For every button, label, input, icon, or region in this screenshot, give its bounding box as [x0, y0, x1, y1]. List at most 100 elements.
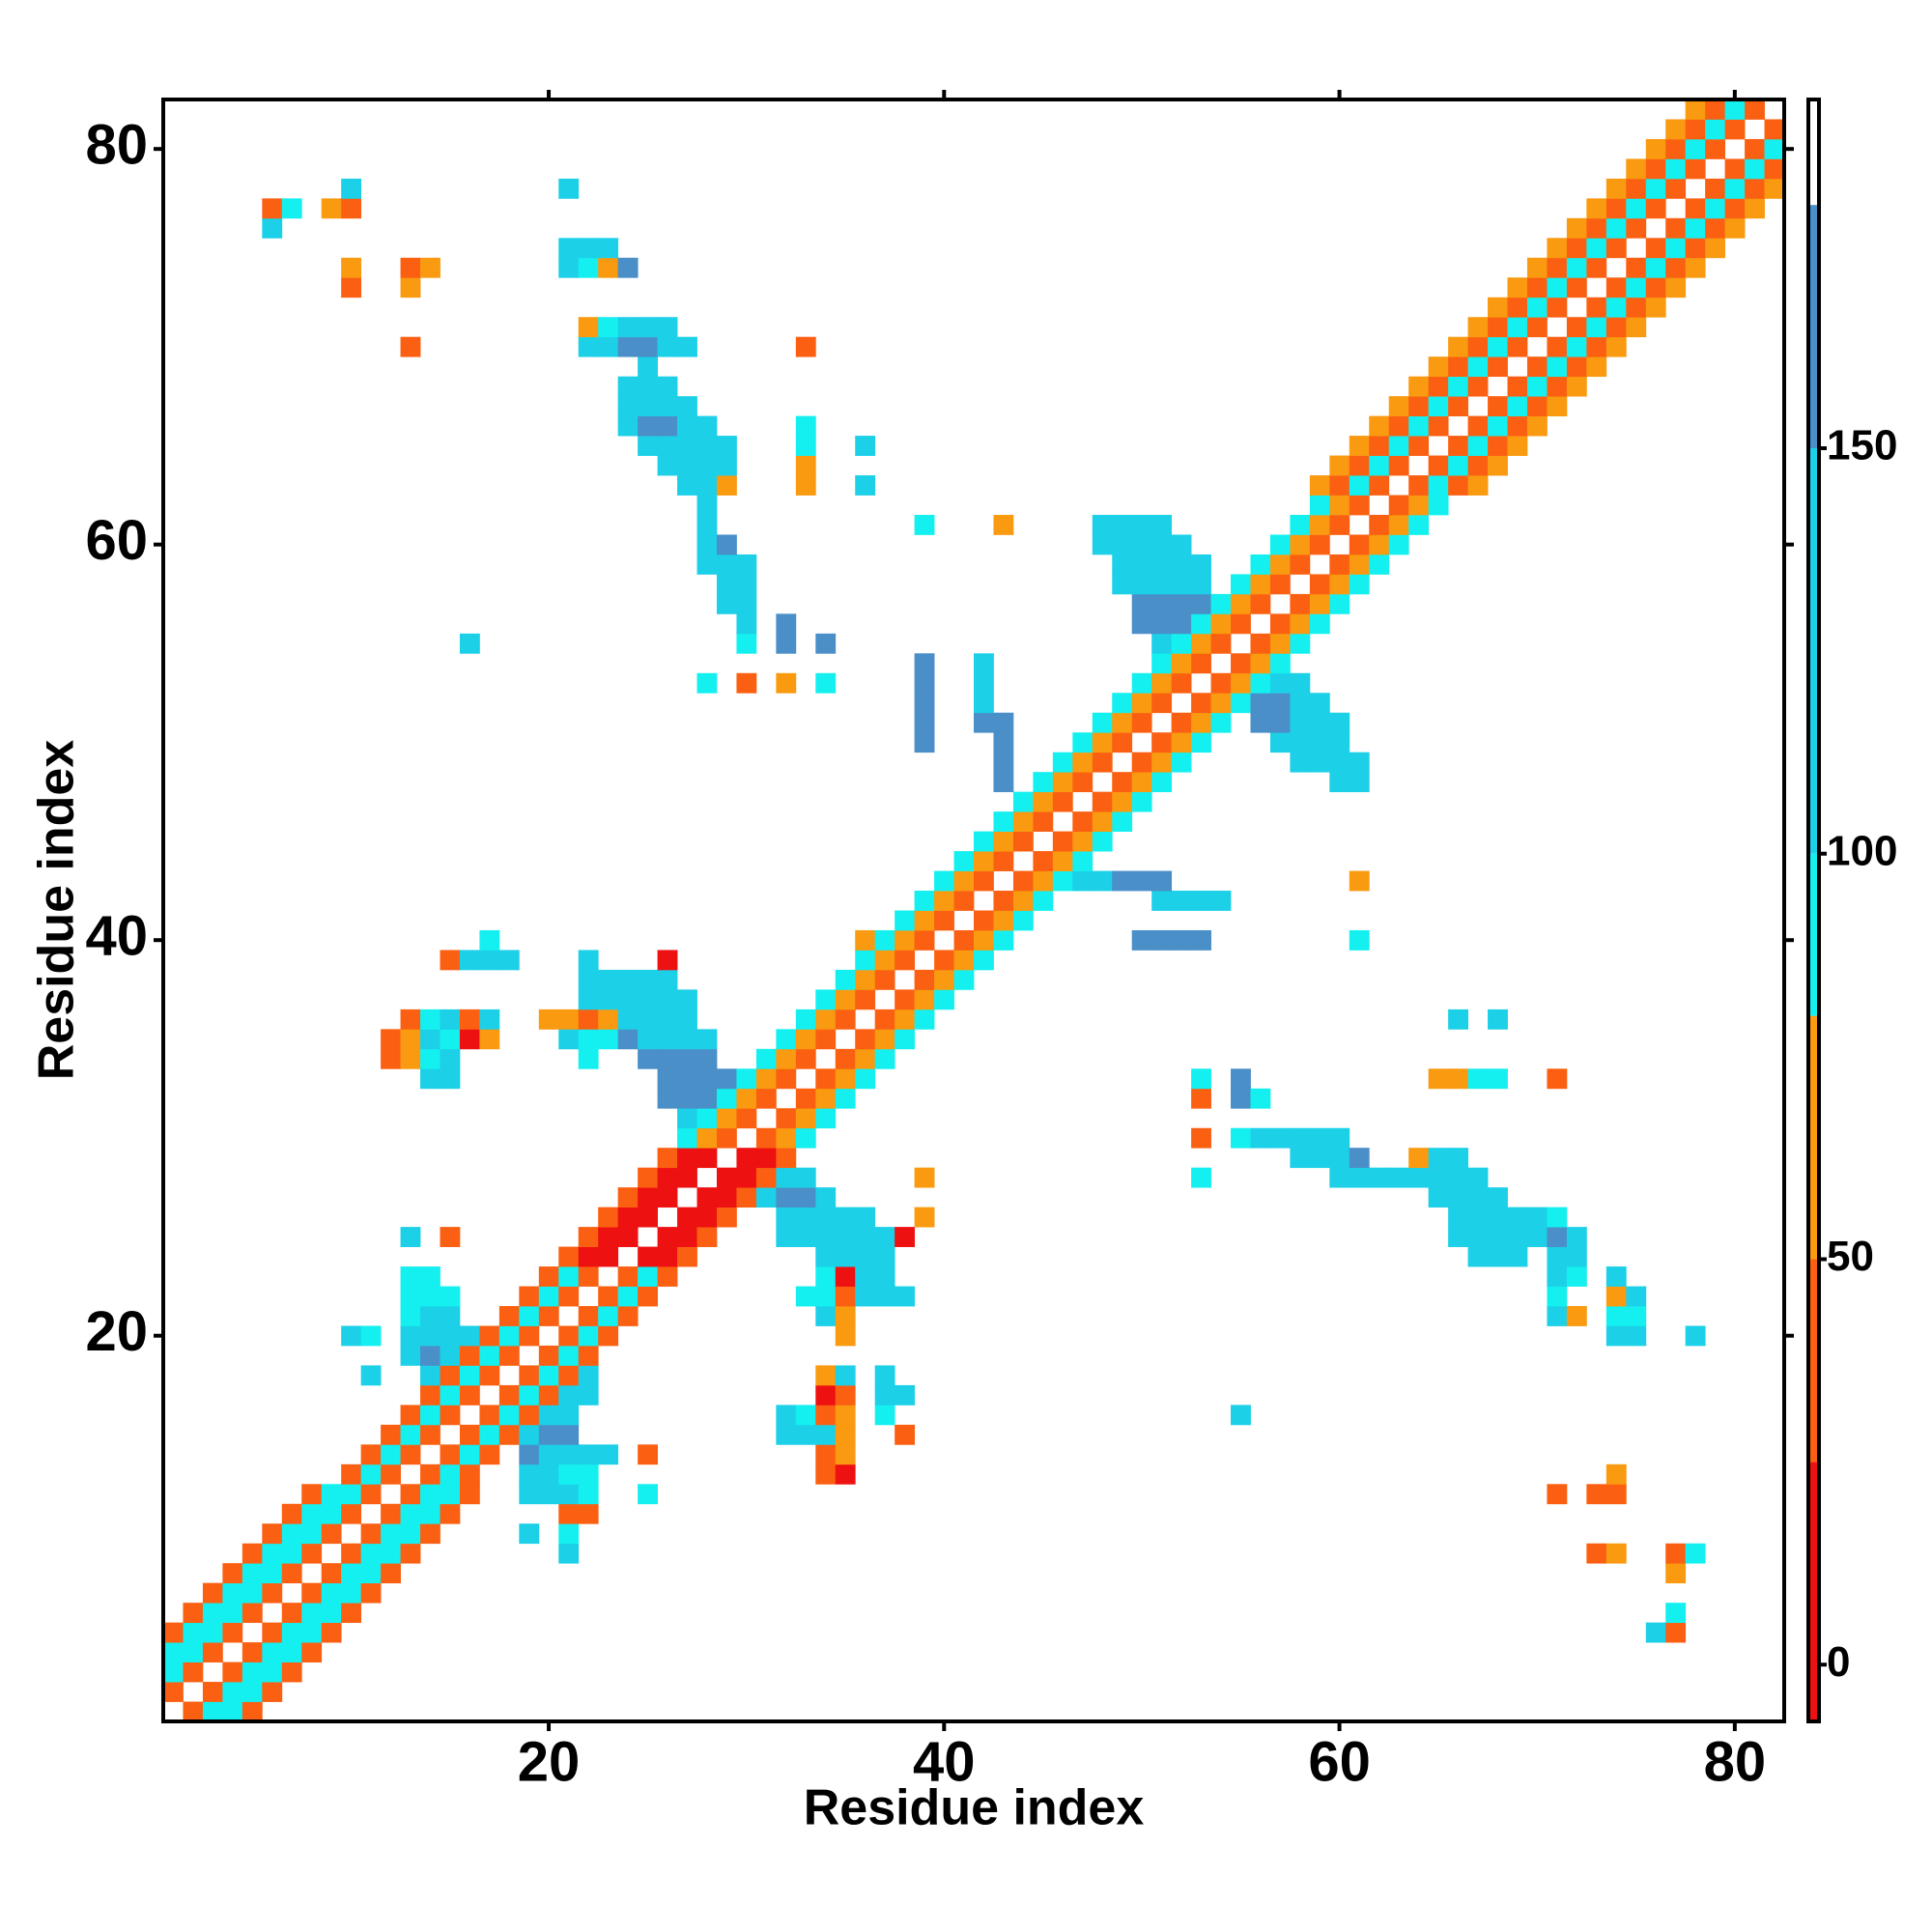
cell [440, 1227, 461, 1247]
cell [1191, 593, 1211, 614]
cell [815, 1444, 837, 1465]
cell [1408, 1148, 1430, 1169]
cell [578, 1009, 599, 1030]
cell [1309, 593, 1330, 614]
cell [716, 574, 737, 595]
cell [519, 1523, 540, 1545]
cell [835, 1088, 856, 1109]
cell [1131, 712, 1152, 733]
cell [1112, 534, 1133, 555]
cell [617, 989, 639, 1010]
cell [558, 1484, 580, 1505]
cell [479, 1009, 500, 1030]
cell [874, 950, 895, 971]
cell [1586, 297, 1607, 318]
cell [498, 950, 520, 971]
cell [1171, 752, 1192, 773]
cell [262, 217, 283, 239]
cell [459, 1424, 480, 1445]
cell [835, 1405, 856, 1426]
cell [1349, 1167, 1370, 1188]
cell [1210, 712, 1232, 733]
cell [874, 1384, 895, 1406]
cell [1566, 1246, 1587, 1267]
cell [974, 831, 994, 852]
cell [1250, 633, 1271, 654]
cell [400, 1325, 421, 1347]
cell [519, 1424, 540, 1445]
cell [1626, 277, 1647, 298]
cell [578, 1503, 599, 1524]
cell [1210, 613, 1232, 635]
cell [341, 1582, 362, 1604]
cell [1448, 455, 1468, 476]
cell [1705, 217, 1726, 239]
cell [914, 1207, 935, 1228]
cell [420, 1009, 440, 1030]
cell [776, 1148, 797, 1169]
cell [677, 1108, 697, 1129]
cell [1566, 1266, 1587, 1287]
cell [1764, 178, 1785, 199]
cell [1685, 99, 1706, 120]
cell [835, 1048, 856, 1069]
cell [953, 851, 975, 871]
cell [1369, 554, 1390, 575]
cell [1566, 356, 1587, 378]
cell [1388, 495, 1409, 516]
cell [360, 1444, 382, 1465]
cell [1269, 672, 1291, 694]
cell [1151, 672, 1173, 694]
cell [558, 1246, 580, 1267]
cell [1566, 1227, 1587, 1247]
cell [420, 1523, 440, 1545]
cell [1112, 772, 1133, 793]
cell [776, 1048, 797, 1069]
cell [281, 1503, 302, 1524]
cell [1191, 929, 1211, 951]
cell [657, 1266, 678, 1287]
cell [696, 514, 718, 535]
cell [1408, 475, 1430, 496]
cell [1250, 554, 1271, 575]
cell [1685, 1543, 1706, 1564]
cell [1507, 1227, 1528, 1247]
cell [598, 1207, 619, 1228]
cell [420, 1325, 440, 1347]
cell [993, 811, 1014, 832]
cell [1526, 356, 1548, 378]
cell [1210, 672, 1232, 694]
cell [400, 1009, 421, 1030]
cell [914, 929, 935, 951]
cell [934, 910, 954, 931]
cell [617, 1029, 639, 1050]
cell [301, 1622, 323, 1643]
cell [1231, 1127, 1251, 1149]
cell [1369, 1167, 1390, 1188]
cell [638, 1009, 658, 1030]
cell [1724, 158, 1746, 180]
cell [815, 1108, 837, 1129]
cell [1033, 772, 1054, 793]
cell [558, 1325, 580, 1347]
cell [1605, 1306, 1627, 1326]
cell [736, 672, 757, 694]
cell [242, 1582, 263, 1604]
cell [815, 1088, 837, 1109]
cell [1507, 415, 1528, 437]
cell [1448, 1167, 1468, 1188]
cell [1151, 752, 1173, 773]
cell [1290, 534, 1311, 555]
cell [400, 257, 421, 278]
cell [638, 1444, 658, 1465]
cell [1626, 317, 1647, 338]
cell [677, 436, 697, 456]
cell [617, 1009, 639, 1030]
cell [1745, 178, 1765, 199]
cell [381, 1029, 401, 1050]
cell [1191, 693, 1211, 714]
cell [1269, 613, 1291, 635]
cell [381, 1424, 401, 1445]
cell [1448, 475, 1468, 496]
cell [795, 1405, 816, 1426]
